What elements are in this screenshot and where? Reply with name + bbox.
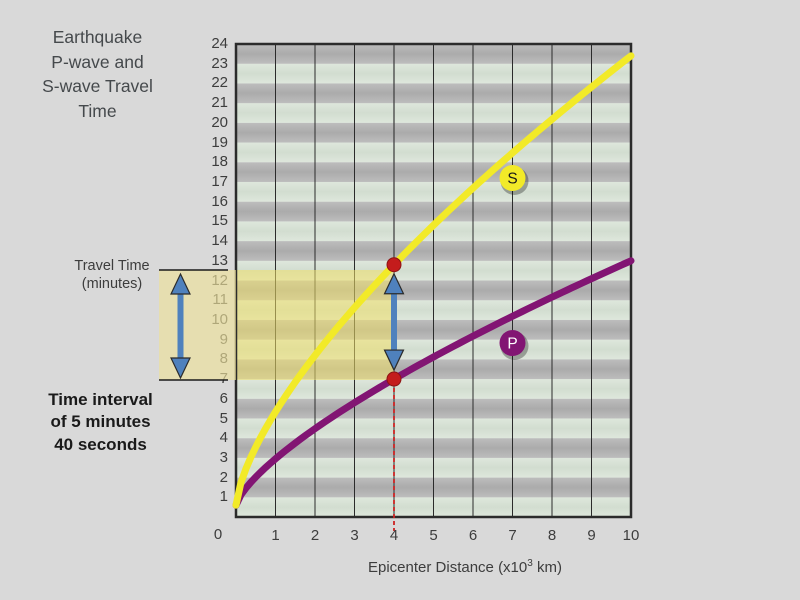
svg-text:S: S bbox=[507, 171, 517, 188]
svg-text:P: P bbox=[507, 336, 517, 353]
